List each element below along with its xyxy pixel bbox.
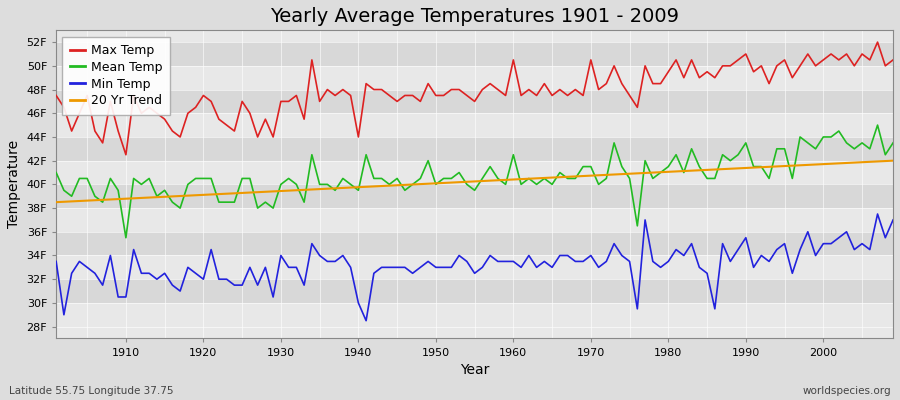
Bar: [56, 66, 893, 90]
Bar: [56, 113, 893, 137]
Bar: [56, 90, 893, 113]
X-axis label: Year: Year: [460, 363, 490, 377]
Bar: [56, 256, 893, 279]
Bar: [56, 279, 893, 303]
Legend: Max Temp, Mean Temp, Min Temp, 20 Yr Trend: Max Temp, Mean Temp, Min Temp, 20 Yr Tre…: [62, 36, 170, 115]
Title: Yearly Average Temperatures 1901 - 2009: Yearly Average Temperatures 1901 - 2009: [270, 7, 680, 26]
Bar: [56, 232, 893, 256]
Text: worldspecies.org: worldspecies.org: [803, 386, 891, 396]
Bar: [56, 208, 893, 232]
Bar: [56, 161, 893, 184]
Bar: [56, 184, 893, 208]
Bar: [56, 303, 893, 327]
Text: Latitude 55.75 Longitude 37.75: Latitude 55.75 Longitude 37.75: [9, 386, 174, 396]
Y-axis label: Temperature: Temperature: [7, 140, 21, 228]
Bar: [56, 42, 893, 66]
Bar: [56, 137, 893, 161]
